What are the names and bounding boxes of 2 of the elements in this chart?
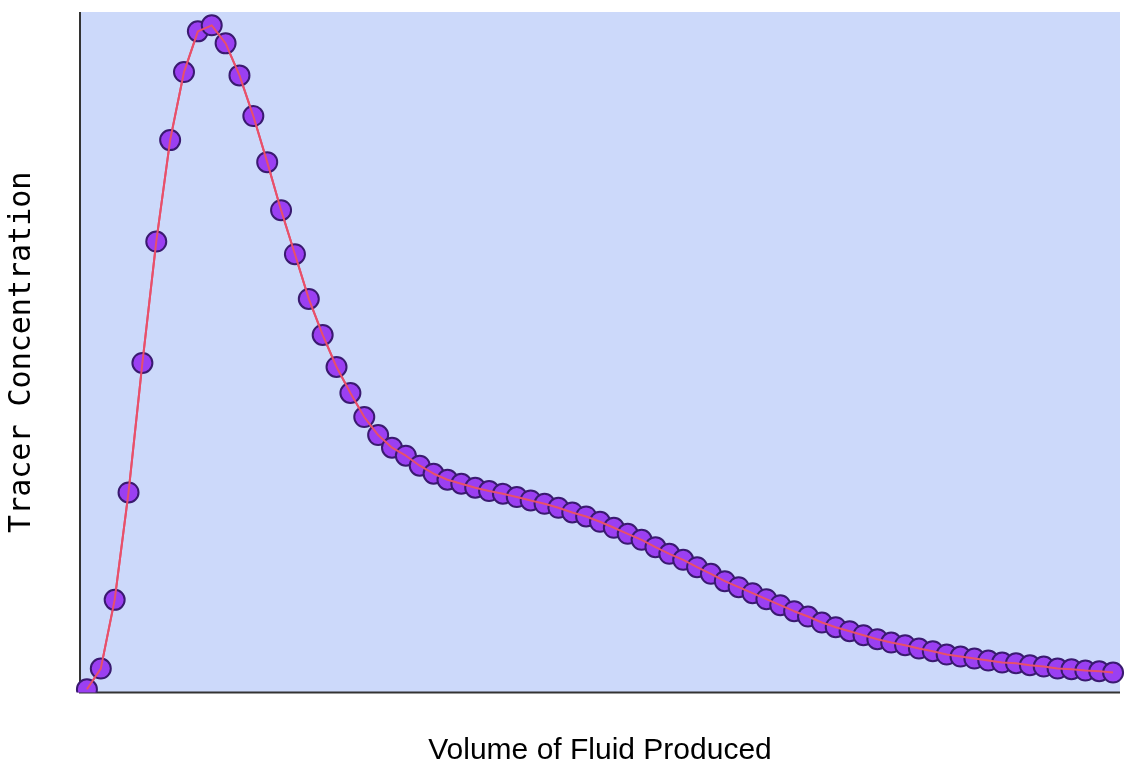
y-axis-title: Tracer Concentration bbox=[1, 171, 37, 533]
x-axis-title: Volume of Fluid Produced bbox=[428, 732, 772, 766]
